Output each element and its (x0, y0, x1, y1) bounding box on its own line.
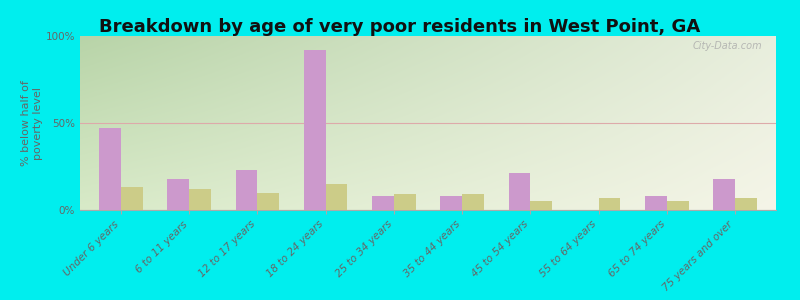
Bar (645, 196, 667, 210)
Bar (440, 196, 462, 210)
Bar (258, 193, 279, 210)
Bar (235, 170, 258, 210)
Bar (462, 194, 484, 210)
Bar (304, 50, 326, 210)
Bar (189, 189, 211, 210)
Text: Breakdown by age of very poor residents in West Point, GA: Breakdown by age of very poor residents … (99, 18, 701, 36)
Bar (667, 201, 689, 210)
Bar (99, 128, 121, 210)
Bar (735, 198, 757, 210)
Bar (509, 173, 530, 210)
Bar (121, 188, 142, 210)
Y-axis label: % below half of
poverty level: % below half of poverty level (22, 80, 43, 166)
Bar (598, 198, 621, 210)
Bar (326, 184, 347, 210)
Bar (167, 179, 189, 210)
Bar (714, 179, 735, 210)
Bar (372, 196, 394, 210)
Text: City-Data.com: City-Data.com (693, 41, 762, 51)
Bar (530, 201, 552, 210)
Bar (394, 194, 416, 210)
